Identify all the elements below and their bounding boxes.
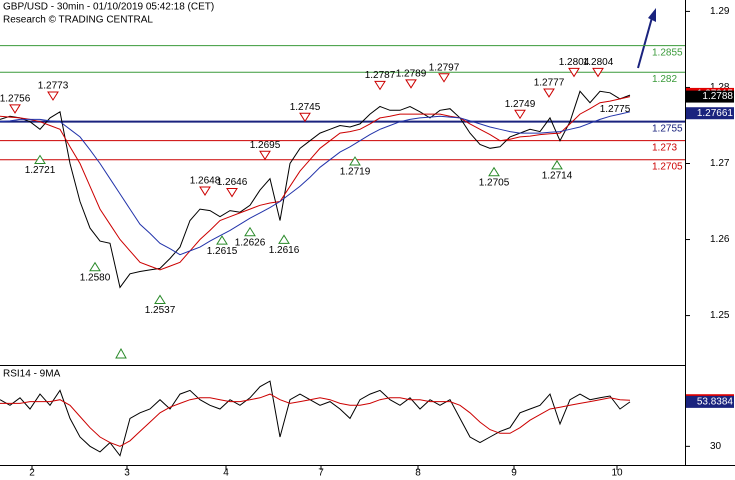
resistance-marker [438, 73, 450, 83]
x-tick-label: 8 [415, 468, 421, 479]
x-tick-label: 2 [29, 468, 35, 479]
resistance-marker [226, 188, 238, 198]
annotation-label: 1.2804 [583, 57, 614, 68]
series-line [0, 380, 631, 457]
resistance-marker [592, 67, 604, 78]
annotation-label: 1.2626 [235, 237, 266, 248]
level-label: 1.282 [652, 74, 677, 85]
x-tick-label: 4 [223, 468, 229, 479]
annotation-label: 1.2580 [80, 272, 111, 283]
annotation-label: 1.2648 [190, 176, 221, 187]
price-tag-label: 53.8384 [697, 397, 734, 408]
chart-subtitle: Research © TRADING CENTRAL [3, 15, 153, 26]
annotation-label: 1.2745 [290, 102, 321, 113]
y-tick-label: 1.29 [710, 6, 730, 17]
x-tick-label: 7 [318, 468, 324, 479]
annotation-label: 1.2749 [505, 99, 536, 110]
annotation-label: 1.2797 [429, 62, 460, 73]
annotation-label: 1.2756 [0, 94, 31, 105]
series-line [0, 393, 631, 447]
x-tick-label: 3 [124, 468, 130, 479]
annotation-label: 1.2719 [340, 167, 371, 178]
support-marker [278, 234, 290, 244]
annotation-label: 1.2777 [534, 78, 565, 89]
resistance-marker [543, 88, 555, 98]
y-tick-label: 30 [710, 441, 722, 452]
level-label: 1.273 [652, 142, 677, 153]
support-marker [216, 235, 228, 245]
low-marker [115, 347, 127, 359]
annotation-label: 1.2804 [559, 57, 590, 68]
series-line [0, 90, 631, 289]
series-line [0, 96, 631, 271]
annotation-label: 1.2646 [217, 177, 248, 188]
plot-layer: 1.28551.2821.27551.2731.27051.251.261.27… [0, 6, 734, 479]
level-label: 1.2705 [652, 161, 683, 172]
header-bg [0, 0, 232, 28]
annotation-label: 1.2789 [396, 68, 427, 79]
rsi-title: RSI14 - 9MA [3, 369, 61, 380]
support-marker [34, 154, 46, 165]
resistance-marker [259, 150, 271, 161]
resistance-marker [299, 112, 311, 123]
annotation-label: 1.2616 [269, 245, 300, 256]
forecast-arrowhead [648, 8, 656, 22]
level-label: 1.2855 [652, 47, 683, 58]
annotation-label: 1.2775 [600, 104, 631, 115]
price-tag-label: 1.27661 [697, 108, 734, 119]
resistance-marker [199, 186, 211, 196]
resistance-marker [47, 91, 59, 101]
x-tick-label: 9 [511, 468, 517, 479]
annotation-label: 1.2721 [25, 165, 56, 176]
support-marker [89, 261, 101, 272]
resistance-marker [514, 109, 526, 120]
annotation-label: 1.2773 [38, 81, 69, 92]
chart-title: GBP/USD - 30min - 01/10/2019 05:42:18 (C… [3, 2, 214, 13]
annotation-label: 1.2615 [207, 246, 238, 257]
resistance-marker [568, 67, 580, 78]
price-tag-label: 1.2788 [702, 91, 733, 102]
price-tag [686, 395, 734, 408]
support-marker [154, 294, 166, 304]
support-marker [244, 226, 256, 237]
y-tick-label: 1.25 [710, 310, 730, 321]
series-line [0, 111, 631, 256]
forecast-arrow [637, 13, 654, 69]
resistance-marker [405, 79, 417, 89]
price-tag [686, 107, 734, 120]
resistance-marker [9, 104, 21, 114]
resistance-marker [374, 80, 386, 91]
y-tick-label: 1.26 [710, 234, 730, 245]
annotation-label: 1.2695 [250, 140, 281, 151]
annotation-label: 1.2714 [542, 170, 573, 181]
level-label: 1.2755 [652, 123, 683, 134]
annotation-label: 1.2787 [365, 70, 396, 81]
annotation-label: 1.2705 [479, 177, 510, 188]
x-tick-label: 10 [611, 468, 623, 479]
price-tag [686, 90, 734, 103]
y-tick-label: 1.27 [710, 158, 730, 169]
annotation-label: 1.2537 [145, 305, 176, 316]
support-marker [349, 156, 361, 166]
support-marker [488, 166, 500, 177]
y-tick-label: 1.28 [710, 82, 730, 93]
support-marker [551, 159, 563, 170]
